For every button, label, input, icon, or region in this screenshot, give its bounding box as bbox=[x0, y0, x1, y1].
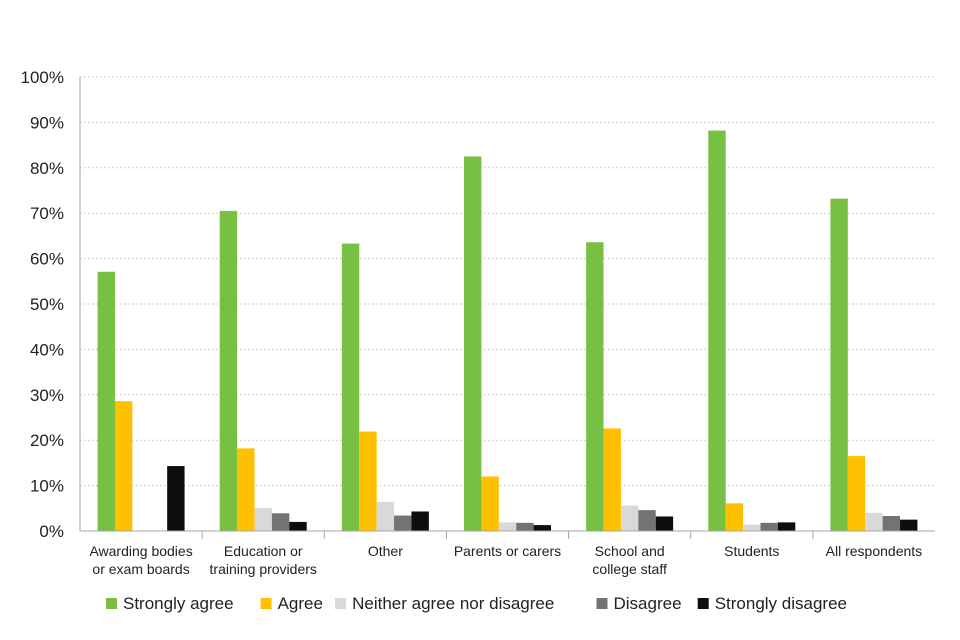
bar bbox=[708, 130, 726, 531]
bar bbox=[114, 401, 133, 531]
legend-label: Agree bbox=[278, 594, 323, 613]
bar bbox=[638, 510, 656, 531]
x-axis-categories: Awarding bodies or exam boards Education o… bbox=[89, 543, 922, 577]
legend: Strongly agree Agree Neither agree nor dis… bbox=[106, 594, 847, 613]
bar bbox=[830, 198, 848, 532]
x-category-label: Other bbox=[368, 543, 403, 559]
bar bbox=[359, 431, 377, 531]
y-tick-label: 80% bbox=[30, 159, 64, 178]
bar bbox=[376, 501, 395, 531]
bar bbox=[289, 521, 307, 531]
x-category-label: Awarding bodies or exam boards bbox=[89, 543, 192, 577]
y-tick-label: 70% bbox=[30, 204, 64, 223]
legend-label: Strongly disagree bbox=[715, 594, 847, 613]
bar bbox=[97, 271, 115, 531]
bar bbox=[777, 522, 796, 531]
bar bbox=[603, 428, 621, 531]
y-tick-label: 10% bbox=[30, 477, 64, 496]
y-tick-label: 30% bbox=[30, 386, 64, 405]
y-tick-label: 20% bbox=[30, 431, 64, 450]
bar bbox=[254, 507, 272, 531]
bar bbox=[725, 503, 744, 531]
legend-swatch bbox=[106, 598, 117, 609]
y-tick-label: 100% bbox=[21, 68, 64, 87]
bar bbox=[481, 476, 499, 531]
gridlines bbox=[80, 76, 935, 487]
legend-swatch bbox=[260, 598, 272, 609]
y-tick-label: 40% bbox=[30, 340, 64, 359]
legend-label: Strongly agree bbox=[123, 594, 234, 613]
legend-label: Neither agree nor disagree bbox=[352, 594, 554, 613]
bar bbox=[882, 516, 901, 531]
y-tick-label: 60% bbox=[30, 250, 64, 269]
y-tick-label: 0% bbox=[39, 522, 64, 541]
x-category-label: Parents or carers bbox=[454, 543, 561, 559]
bar bbox=[341, 243, 360, 531]
bar bbox=[620, 505, 639, 531]
y-axis-ticks: 0% 10% 20% 30% 40% 50% 60% 70% 80% 90% 100% bbox=[21, 68, 64, 541]
bar bbox=[411, 511, 429, 531]
x-category-label: All respondents bbox=[826, 543, 923, 559]
legend-swatch bbox=[335, 598, 347, 609]
bar bbox=[516, 522, 534, 531]
bar bbox=[760, 522, 778, 531]
legend-swatch bbox=[596, 598, 608, 609]
bar bbox=[498, 522, 517, 531]
bar bbox=[865, 512, 883, 531]
bar bbox=[655, 516, 674, 531]
bar bbox=[219, 210, 238, 531]
axes bbox=[79, 77, 935, 539]
bar bbox=[586, 242, 604, 531]
bar bbox=[394, 515, 412, 531]
bar bbox=[533, 525, 551, 531]
bars bbox=[97, 130, 918, 532]
bar bbox=[167, 466, 185, 531]
x-category-label: Students bbox=[724, 543, 779, 559]
bar bbox=[743, 524, 761, 531]
bar bbox=[464, 156, 482, 531]
bar bbox=[237, 448, 255, 531]
legend-swatch bbox=[697, 598, 709, 609]
y-tick-label: 50% bbox=[30, 295, 64, 314]
y-tick-label: 90% bbox=[30, 113, 64, 132]
x-category-label: School and college staff bbox=[592, 543, 667, 577]
x-category-label: Education or training providers bbox=[210, 543, 317, 577]
bar bbox=[847, 456, 866, 531]
legend-label: Disagree bbox=[614, 594, 682, 613]
bar bbox=[900, 519, 918, 531]
bar bbox=[271, 513, 290, 531]
